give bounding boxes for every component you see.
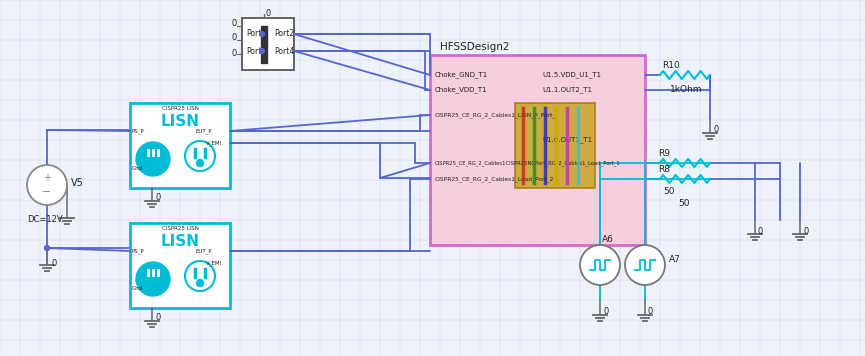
Text: 50: 50 <box>678 199 689 208</box>
Text: CISPR25 LISN: CISPR25 LISN <box>162 106 198 111</box>
FancyBboxPatch shape <box>242 18 294 70</box>
Text: 0: 0 <box>156 314 161 323</box>
Circle shape <box>185 261 215 291</box>
Text: CISPR25_CE_RG_2_Cables1_Load_Port_2: CISPR25_CE_RG_2_Cables1_Load_Port_2 <box>435 176 554 182</box>
Text: DC=12V: DC=12V <box>27 215 63 224</box>
Text: Port4: Port4 <box>274 47 294 56</box>
Text: EUT_P: EUT_P <box>196 248 213 254</box>
Text: 0: 0 <box>232 19 237 27</box>
Circle shape <box>625 245 665 285</box>
Text: LISN: LISN <box>161 235 200 250</box>
Text: U1.5.VDD_U1_T1: U1.5.VDD_U1_T1 <box>542 72 601 78</box>
Text: Port3: Port3 <box>246 47 266 56</box>
Text: R10: R10 <box>662 61 680 69</box>
Text: Port1: Port1 <box>246 30 266 38</box>
Text: Gnd: Gnd <box>132 166 144 171</box>
Text: Gnd: Gnd <box>132 286 144 290</box>
Text: 1kOhm: 1kOhm <box>670 84 702 94</box>
Text: +: + <box>43 173 51 183</box>
Text: 0: 0 <box>713 126 718 135</box>
Text: V_EMI: V_EMI <box>206 140 222 146</box>
Text: −: − <box>42 187 52 197</box>
Text: HFSSDesign2: HFSSDesign2 <box>440 42 509 52</box>
Text: 0: 0 <box>232 33 237 42</box>
Circle shape <box>580 245 620 285</box>
Circle shape <box>136 142 170 176</box>
Text: R8: R8 <box>658 166 670 174</box>
Text: LISN: LISN <box>161 115 200 130</box>
Text: V5: V5 <box>71 178 84 188</box>
Circle shape <box>27 165 67 205</box>
Text: CISPR25_CE_RG_2_Cables1CISPR25NCPort_RG_2_Cables1_Load_Port_1: CISPR25_CE_RG_2_Cables1CISPR25NCPort_RG_… <box>435 160 621 166</box>
Text: Port2: Port2 <box>274 30 294 38</box>
Text: A7: A7 <box>669 256 681 265</box>
Text: A6: A6 <box>602 235 614 244</box>
Text: R9: R9 <box>658 150 670 158</box>
Text: 0: 0 <box>648 308 653 316</box>
Circle shape <box>196 279 203 287</box>
FancyBboxPatch shape <box>130 103 230 188</box>
Text: EUT_P: EUT_P <box>196 128 213 134</box>
FancyBboxPatch shape <box>430 55 645 245</box>
Text: 0: 0 <box>803 226 808 236</box>
FancyBboxPatch shape <box>130 223 230 308</box>
Text: Choke_GND_T1: Choke_GND_T1 <box>435 72 488 78</box>
Circle shape <box>196 159 203 167</box>
Text: 0: 0 <box>51 258 56 267</box>
FancyBboxPatch shape <box>515 103 595 188</box>
Text: 0: 0 <box>156 194 161 203</box>
Text: 50: 50 <box>663 187 675 195</box>
Text: 0: 0 <box>758 226 763 236</box>
Text: PS_P: PS_P <box>132 248 144 254</box>
Text: Choke_VDD_T1: Choke_VDD_T1 <box>435 87 488 93</box>
Circle shape <box>136 262 170 296</box>
Circle shape <box>260 48 265 53</box>
Text: 0: 0 <box>603 308 608 316</box>
Text: U1.6.OUT1_T1: U1.6.OUT1_T1 <box>542 137 593 143</box>
Circle shape <box>185 141 215 171</box>
Circle shape <box>44 246 49 251</box>
Text: CISPR25_CE_RG_2_Cables1_LISN_P_Port_: CISPR25_CE_RG_2_Cables1_LISN_P_Port_ <box>435 112 556 118</box>
Text: CISPR25 LISN: CISPR25 LISN <box>162 226 198 231</box>
Text: U1.1.OUT2_T1: U1.1.OUT2_T1 <box>542 87 592 93</box>
Circle shape <box>260 31 265 37</box>
Text: PS_P: PS_P <box>132 128 144 134</box>
Text: 0: 0 <box>232 48 237 58</box>
Text: 0: 0 <box>266 9 271 17</box>
Text: V_EMI: V_EMI <box>206 260 222 266</box>
FancyBboxPatch shape <box>261 26 267 63</box>
